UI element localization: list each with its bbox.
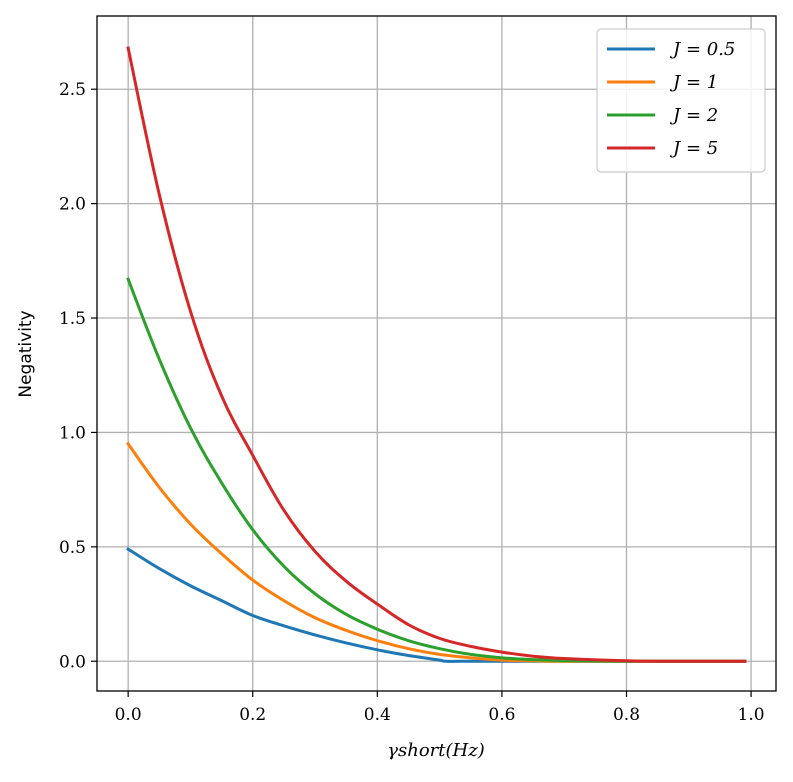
grid (97, 16, 776, 691)
legend-label: J = 2 (669, 105, 718, 126)
legend: J = 0.5 J = 1 J = 2 J = 5 (596, 28, 766, 173)
series-line-4 (126, 46, 747, 663)
legend-label: J = 1 (669, 72, 718, 93)
y-tick-label: 2.0 (59, 195, 86, 215)
x-tick-label: 0.8 (613, 705, 640, 725)
y-tick-label: 1.0 (59, 423, 86, 443)
y-tick-label: 1.5 (59, 309, 86, 329)
y-tick-label: 0.5 (59, 538, 86, 558)
legend-label: J = 0.5 (669, 39, 735, 60)
y-tick-label: 0.0 (59, 652, 86, 672)
x-axis-label: γshort(Hz) (387, 740, 485, 761)
y-axis-label: Negativity (16, 310, 36, 397)
legend-label: J = 5 (669, 138, 718, 159)
y-tick-label: 2.5 (59, 80, 86, 100)
x-tick-label: 0.2 (239, 705, 266, 725)
legend-box (596, 28, 766, 173)
x-tick-label: 0.4 (364, 705, 391, 725)
plot-frame (96, 15, 777, 692)
x-tick-label: 0.0 (115, 705, 142, 725)
x-tick-label: 1.0 (738, 705, 765, 725)
ticks: 0.0 0.2 0.4 0.6 0.8 1.0 0.0 0.5 1.0 1.5 2.0 2.5 (59, 80, 765, 725)
x-tick-label: 0.6 (488, 705, 515, 725)
series-line-3 (126, 277, 747, 663)
series-layer (126, 46, 747, 663)
